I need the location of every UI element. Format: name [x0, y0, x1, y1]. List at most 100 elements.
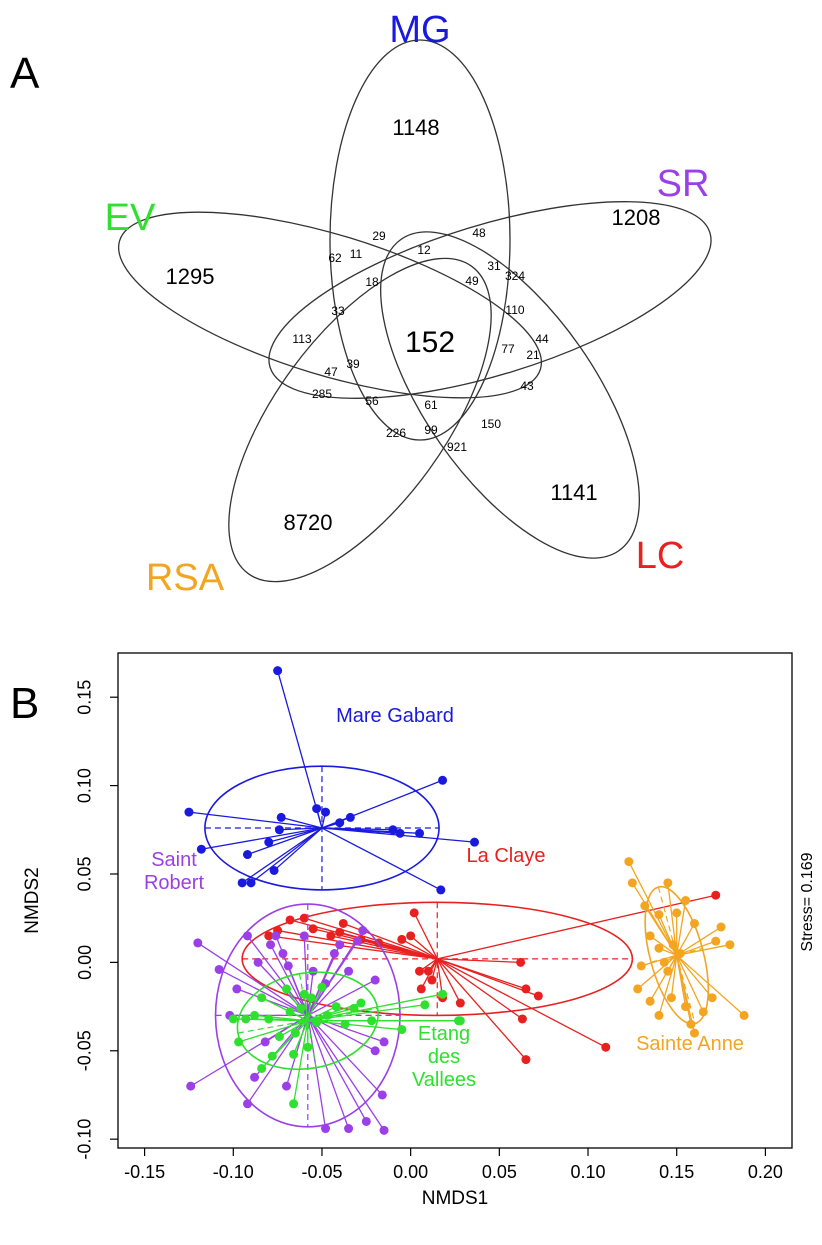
point-saint-robert	[193, 938, 203, 948]
point-saint-robert	[321, 1124, 331, 1134]
point-la-claye	[423, 966, 433, 976]
region-value: 29	[372, 229, 386, 243]
spider-line-etang-des-vallees	[307, 1005, 337, 1022]
region-value: 113	[292, 332, 311, 346]
point-etang-des-vallees	[356, 998, 366, 1008]
region-value: 226	[386, 426, 406, 440]
region-value: 99	[424, 423, 438, 437]
point-saint-robert	[344, 966, 354, 976]
spider-line-mare-gabard	[273, 827, 323, 871]
spider-line-la-claye	[410, 935, 438, 960]
spider-line-mare-gabard	[241, 827, 323, 884]
spider-line-etang-des-vallees	[307, 986, 323, 1021]
point-sainte-anne	[686, 1019, 696, 1029]
point-sainte-anne	[711, 936, 721, 946]
point-sainte-anne	[633, 984, 643, 994]
region-value: 150	[481, 417, 501, 431]
point-mare-gabard	[184, 807, 194, 817]
group-label-saint-robert: Robert	[144, 872, 204, 894]
spider-line-sainte-anne	[649, 935, 678, 956]
point-sainte-anne	[672, 908, 682, 918]
region-rsa-only: 8720	[284, 510, 333, 535]
point-etang-des-vallees	[349, 1003, 359, 1013]
point-sainte-anne	[654, 943, 664, 953]
spider-line-etang-des-vallees	[307, 1020, 402, 1031]
spider-line-saint-robert	[303, 935, 309, 1016]
point-saint-robert	[370, 975, 380, 985]
point-sainte-anne	[681, 896, 691, 905]
region-value: 324	[505, 269, 525, 283]
point-la-claye	[521, 984, 531, 994]
point-sainte-anne	[668, 940, 678, 950]
point-etang-des-vallees	[438, 989, 448, 999]
point-etang-des-vallees	[267, 1051, 277, 1061]
point-sainte-anne	[645, 931, 655, 941]
spider-line-mare-gabard	[201, 827, 323, 850]
point-sainte-anne	[654, 1010, 664, 1020]
point-etang-des-vallees	[331, 1002, 341, 1012]
point-mare-gabard	[273, 666, 283, 676]
spider-line-la-claye	[436, 958, 607, 1048]
point-saint-robert	[214, 964, 224, 974]
spider-line-la-claye	[413, 912, 438, 960]
region-value: 12	[417, 243, 431, 257]
y-tick-label: 0.05	[75, 856, 95, 891]
point-la-claye	[397, 934, 407, 944]
region-value: 11	[350, 247, 363, 261]
spider-line-saint-robert	[218, 968, 309, 1016]
point-la-claye	[517, 1014, 527, 1024]
region-ev-only: 1295	[166, 264, 215, 289]
spider-line-saint-robert	[307, 1015, 385, 1131]
x-tick-label: -0.15	[124, 1162, 165, 1182]
y-tick-label: 0.10	[75, 768, 95, 803]
point-etang-des-vallees	[322, 1010, 332, 1020]
point-saint-robert	[266, 940, 276, 950]
region-value: 285	[312, 387, 332, 401]
point-sainte-anne	[725, 940, 735, 950]
region-mg-only: 1148	[392, 115, 439, 140]
point-sainte-anne	[663, 878, 673, 888]
region-value: 48	[472, 226, 486, 240]
spider-line-la-claye	[436, 958, 527, 1061]
point-etang-des-vallees	[250, 1010, 260, 1020]
spider-line-etang-des-vallees	[261, 1020, 309, 1069]
region-value: 77	[501, 342, 515, 356]
point-etang-des-vallees	[282, 984, 291, 994]
point-la-claye	[415, 966, 425, 976]
spider-line-la-claye	[304, 917, 438, 960]
point-saint-robert	[358, 926, 368, 936]
point-saint-robert	[282, 1081, 291, 1091]
x-tick-label: 0.10	[571, 1162, 606, 1182]
point-saint-robert	[329, 949, 339, 959]
point-sainte-anne	[654, 910, 664, 920]
spider-line-etang-des-vallees	[292, 1020, 309, 1104]
group-label-etang-des-vallees: Vallees	[412, 1069, 476, 1091]
x-tick-label: 0.20	[748, 1162, 783, 1182]
spider-line-la-claye	[330, 935, 438, 960]
point-sainte-anne	[640, 901, 650, 911]
point-saint-robert	[335, 940, 345, 950]
point-sainte-anne	[666, 993, 676, 1003]
point-sainte-anne	[659, 957, 669, 967]
point-sainte-anne	[624, 857, 634, 867]
point-mare-gabard	[276, 812, 286, 822]
region-value: 110	[505, 303, 524, 317]
point-etang-des-vallees	[367, 1016, 377, 1026]
spider-line-saint-robert	[285, 1015, 309, 1087]
spider-line-etang-des-vallees	[279, 1020, 309, 1038]
set-label-rsa: RSA	[146, 557, 225, 599]
point-la-claye	[521, 1055, 531, 1065]
stress-annotation: Stress= 0.169	[799, 852, 816, 951]
point-saint-robert	[242, 931, 252, 941]
point-saint-robert	[379, 1037, 389, 1047]
point-la-claye	[409, 908, 419, 918]
group-label-etang-des-vallees: des	[428, 1046, 460, 1068]
point-etang-des-vallees	[340, 1019, 350, 1029]
venn-ellipse-ev	[117, 211, 543, 399]
venn-ellipse-lc	[380, 231, 640, 559]
region-lc-only: 1141	[550, 480, 597, 505]
spider-line-la-claye	[437, 894, 716, 960]
spider-line-saint-robert	[307, 1015, 350, 1129]
point-la-claye	[601, 1042, 611, 1052]
spider-line-mare-gabard	[250, 827, 323, 884]
